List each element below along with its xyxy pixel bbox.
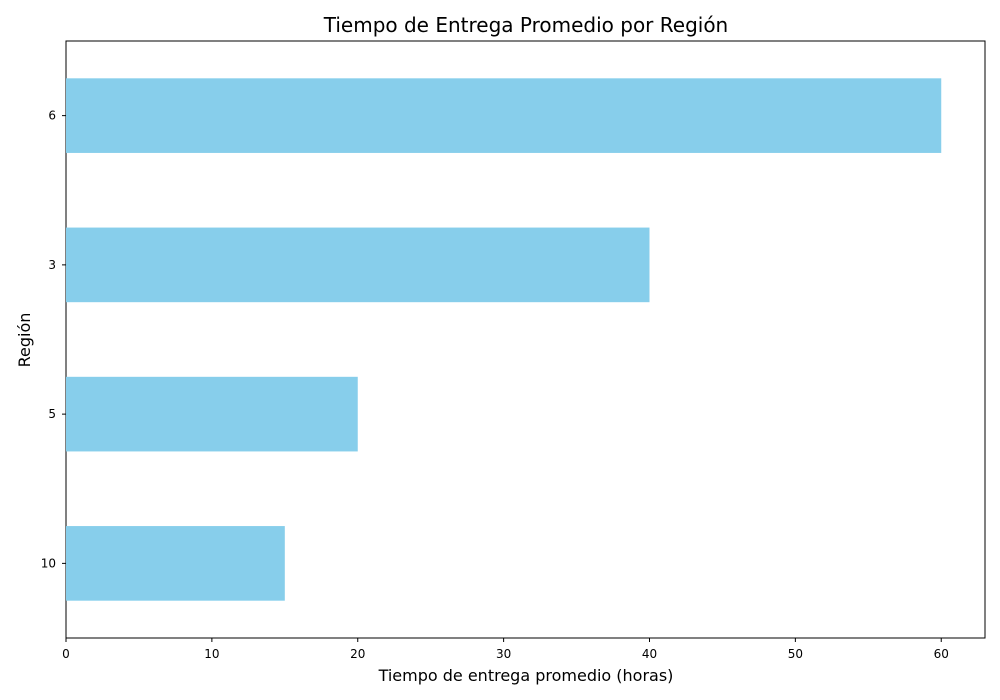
x-tick-label: 20 (350, 647, 365, 661)
y-tick-label: 6 (48, 109, 56, 123)
chart-title: Tiempo de Entrega Promedio por Región (323, 13, 728, 37)
x-tick-label: 10 (204, 647, 219, 661)
bars-group (66, 78, 942, 601)
bar-region-5 (66, 376, 358, 452)
x-ticks-group: 0 10 20 30 40 50 60 (62, 638, 949, 661)
bar-region-6 (66, 78, 942, 153)
x-tick-label: 40 (642, 647, 657, 661)
x-tick-label: 0 (62, 647, 70, 661)
x-tick-label: 60 (934, 647, 949, 661)
y-axis-label: Región (15, 313, 34, 368)
y-tick-label: 5 (48, 407, 56, 421)
y-tick-label: 3 (48, 258, 56, 272)
x-axis-label: Tiempo de entrega promedio (horas) (378, 666, 674, 685)
y-ticks-group: 10 5 3 6 (41, 109, 66, 570)
bar-region-3 (66, 227, 650, 303)
plot-area (65, 40, 986, 639)
y-tick-label: 10 (41, 556, 56, 570)
x-tick-label: 30 (496, 647, 511, 661)
bar-region-10 (66, 526, 285, 601)
axes-frame (65, 40, 986, 639)
x-tick-label: 50 (788, 647, 803, 661)
